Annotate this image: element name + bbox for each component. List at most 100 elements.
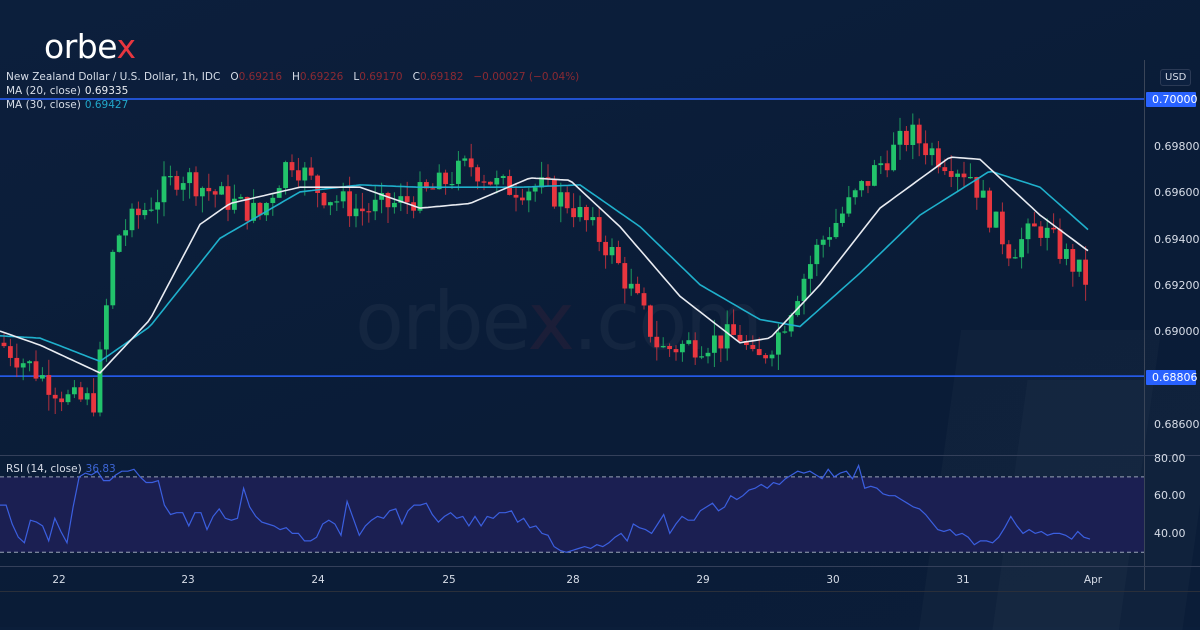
candle-down [942,167,948,172]
candle-down [571,208,576,218]
candle-down [1006,244,1012,259]
price-tick: 0.68600 [1154,418,1200,431]
high-value: 0.69226 [299,71,344,83]
ma20-value: 0.69335 [84,85,129,97]
candle-down [1083,259,1088,285]
candle-down [520,197,525,201]
candle-up [84,393,90,400]
candle-up [1044,227,1050,238]
currency-button[interactable]: USD [1160,69,1192,86]
candle-down [641,293,647,306]
candle-up [500,176,506,179]
candle-up [123,230,128,236]
candle-up [891,144,896,171]
candle-up [993,211,999,228]
candle-up [200,187,205,197]
candle-up [238,196,244,199]
candle-up [833,222,839,238]
candle-down [865,181,871,186]
candle-down [692,340,698,358]
candle-up [808,264,813,279]
ma30-label: MA (30, close) [6,99,81,111]
candle-down [424,182,429,189]
candle-up [539,177,544,188]
candle-down [46,375,52,395]
candle-down [488,181,493,185]
candle-up [449,183,455,186]
level-tag-support[interactable]: 0.68806 [1146,370,1198,385]
candle-down [923,143,928,156]
candle-up [980,190,986,198]
candle-up [1012,257,1018,259]
candle-up [251,202,256,221]
candle-down [513,194,519,198]
candle-up [65,394,71,403]
time-tick: Apr [1083,574,1103,586]
rsi-value: 36.83 [85,463,116,475]
pane-divider[interactable] [0,455,1200,456]
candle-up [142,210,148,216]
rsi-legend[interactable]: RSI (14, close) 36.83 [6,463,116,475]
candle-up [558,192,564,207]
candle-down [904,130,909,145]
candle-down [430,188,436,190]
candle-down [507,176,512,195]
candle-up [116,235,122,252]
candle-up [129,208,135,231]
rsi-tick: 40.00 [1154,527,1186,540]
candle-down [315,175,320,193]
price-tick: 0.69000 [1154,325,1200,338]
candle-up [872,165,877,186]
candle-up [187,172,192,184]
candle-down [289,162,295,171]
low-label: L [353,71,360,83]
candle-up [769,354,775,359]
rsi-tick: 80.00 [1154,452,1186,465]
candle-down [648,305,653,337]
candle-up [526,191,532,201]
time-tick: 29 [696,574,710,586]
candle-up [827,237,832,240]
candle-up [705,352,711,357]
candle-down [360,208,365,212]
candle-down [8,346,13,358]
candle-down [635,283,640,294]
candle-down [136,208,141,216]
symbol-title[interactable]: New Zealand Dollar / U.S. Dollar, 1h, ID… [6,71,221,83]
candle-down [257,202,263,216]
level-tag-resistance[interactable]: 0.70000 [1146,92,1198,107]
ma30-row[interactable]: MA (30, close) 0.69427 [6,98,579,112]
candle-up [155,202,160,210]
candle-down [404,196,410,203]
candle-down [1051,227,1056,230]
candle-up [392,202,397,208]
candle-up [852,190,858,198]
candle-down [731,324,736,335]
candle-up [398,196,404,203]
ma20-line [0,156,1089,374]
candle-up [340,191,346,202]
chart-bottom-divider [0,591,1200,592]
candle-up [148,209,154,211]
candle-up [801,278,807,302]
candle-down [244,196,250,221]
change-value: −0.00027 (−0.04%) [473,71,580,83]
candle-up [609,246,615,256]
candle-down [552,179,557,207]
time-axis-divider [0,566,1200,567]
candle-up [577,206,583,218]
candle-up [712,335,717,353]
candle-down [1032,223,1037,227]
candle-down [468,158,474,168]
price-tick: 0.69600 [1154,186,1200,199]
candle-up [328,202,333,206]
ma20-row[interactable]: MA (20, close) 0.69335 [6,84,579,98]
candle-down [737,334,743,342]
time-tick: 24 [311,574,325,586]
price-tick: 0.69400 [1154,233,1200,246]
low-value: 0.69170 [359,71,403,83]
candle-up [72,387,77,395]
candle-down [443,172,448,185]
candle-down [174,176,180,190]
